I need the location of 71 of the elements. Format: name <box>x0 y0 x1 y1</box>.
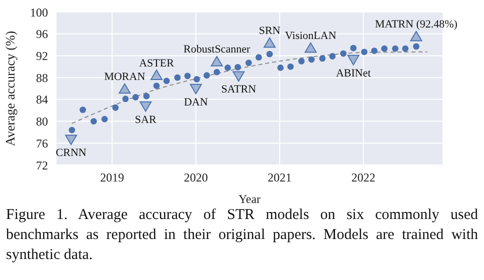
point <box>224 64 231 71</box>
y-tick-label: 72 <box>36 158 48 172</box>
point <box>245 60 252 66</box>
point <box>190 84 202 94</box>
annotation: DAN <box>184 96 208 108</box>
point <box>101 116 108 122</box>
point <box>304 42 317 53</box>
y-tick-label: 100 <box>30 5 48 20</box>
point <box>402 45 409 52</box>
point <box>350 44 357 52</box>
annotation: ASTER <box>139 57 175 70</box>
point <box>340 50 347 57</box>
annotation: ABINet <box>336 67 371 80</box>
point <box>150 70 163 80</box>
x-tick-label: 2022 <box>351 170 376 185</box>
point <box>153 82 160 89</box>
annotation: SAR <box>134 114 157 126</box>
point <box>392 45 398 52</box>
annotation: VisionLAN <box>285 30 336 42</box>
caption: Figure 1. Average accuracy of STR models on six commonly used benchmarks as reported in their original papers. Models are trained with synthetic data. <box>6 206 478 265</box>
point <box>329 53 336 60</box>
point <box>80 106 86 114</box>
y-tick-label: 76 <box>36 136 48 150</box>
point <box>308 56 315 63</box>
annotation: MORAN <box>104 71 146 84</box>
point <box>277 64 284 71</box>
point <box>264 37 276 48</box>
point <box>90 118 97 124</box>
point <box>232 71 245 82</box>
annotation: CRNN <box>56 147 86 160</box>
point <box>256 54 262 61</box>
point <box>68 126 76 134</box>
point <box>143 92 150 100</box>
point <box>234 64 241 70</box>
point <box>174 74 181 81</box>
annotation: SRN <box>258 25 280 38</box>
point <box>163 78 170 84</box>
point <box>347 54 360 66</box>
point <box>118 83 131 94</box>
point <box>184 72 191 80</box>
y-tick-label: 88 <box>36 70 48 85</box>
y-tick-label: 80 <box>36 114 48 129</box>
annotation: MATRN (92.48%) <box>374 18 458 31</box>
point <box>361 48 368 56</box>
point <box>214 68 220 76</box>
annotation: SATRN <box>221 84 256 96</box>
point <box>140 101 152 112</box>
point <box>371 48 378 54</box>
point <box>287 63 294 70</box>
x-axis-title: Year <box>238 192 261 206</box>
y-tick-label: 96 <box>36 27 48 42</box>
y-tick-label: 92 <box>36 48 48 63</box>
point <box>132 94 139 100</box>
point <box>204 72 210 79</box>
point <box>122 96 129 102</box>
x-tick-label: 2019 <box>100 170 124 185</box>
y-tick-label: 84 <box>36 92 48 107</box>
point <box>412 43 420 50</box>
point <box>381 45 388 52</box>
x-tick-label: 2020 <box>184 170 208 185</box>
y-axis-title: Average accuracy (%) <box>2 30 18 146</box>
point <box>210 56 223 66</box>
x-tick-label: 2021 <box>268 170 292 185</box>
point <box>298 58 305 64</box>
point <box>410 30 422 42</box>
point <box>112 104 119 111</box>
point <box>319 55 326 62</box>
point <box>266 50 273 58</box>
annotation: RobustScanner <box>184 44 250 56</box>
point <box>65 134 78 146</box>
point <box>194 76 200 82</box>
